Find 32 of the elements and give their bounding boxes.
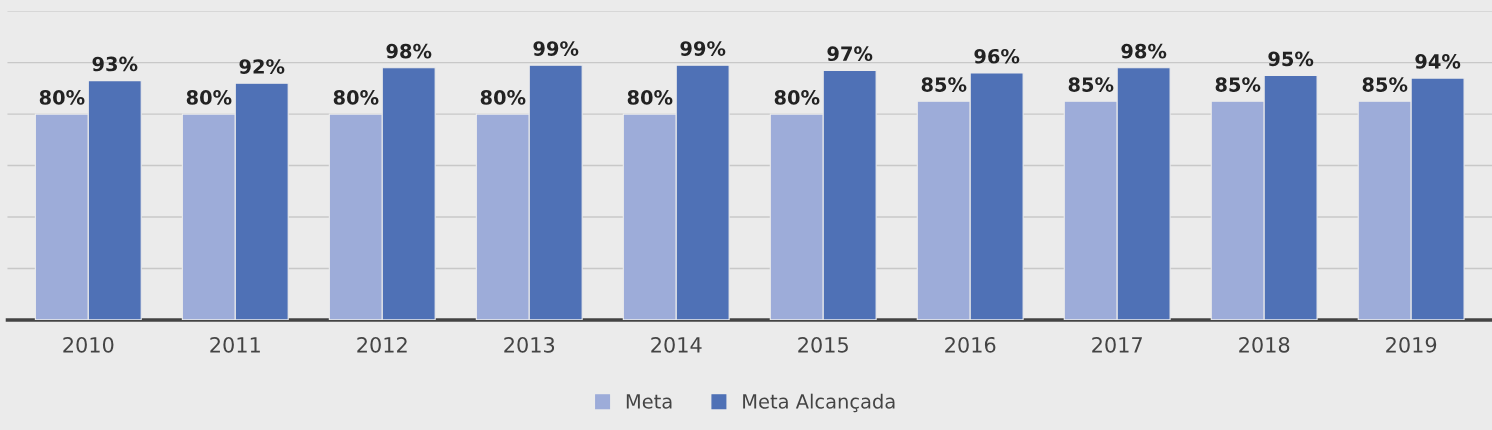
x-tick-label: 2010 bbox=[63, 336, 114, 353]
data-label: 98% bbox=[1121, 43, 1167, 59]
data-label: 85% bbox=[1215, 77, 1261, 92]
data-label: 95% bbox=[1268, 51, 1314, 67]
data-label: 85% bbox=[1068, 77, 1114, 92]
data-label: 99% bbox=[533, 41, 579, 56]
data-label: 93% bbox=[92, 56, 138, 72]
data-label: 98% bbox=[386, 43, 432, 59]
x-tick-label: 2018 bbox=[1239, 336, 1290, 353]
data-label: 97% bbox=[827, 46, 873, 62]
data-label: 94% bbox=[1415, 54, 1461, 69]
data-label: 99% bbox=[680, 41, 726, 56]
data-label: 80% bbox=[627, 90, 673, 105]
data-label: 80% bbox=[186, 90, 232, 105]
x-tick-label: 2016 bbox=[945, 336, 996, 353]
data-label: 80% bbox=[774, 90, 820, 105]
data-label: 92% bbox=[239, 59, 285, 74]
x-tick-label: 2015 bbox=[798, 336, 848, 353]
x-tick-label: 2019 bbox=[1386, 336, 1437, 353]
legend-label: Meta bbox=[626, 394, 672, 409]
data-label: 85% bbox=[1362, 77, 1408, 92]
x-tick-label: 2014 bbox=[651, 336, 702, 353]
x-tick-label: 2012 bbox=[357, 336, 407, 353]
x-tick-label: 2013 bbox=[504, 336, 555, 353]
data-label: 80% bbox=[39, 90, 85, 105]
data-label: 85% bbox=[921, 77, 967, 92]
x-tick-label: 2011 bbox=[210, 336, 260, 353]
x-tick-label: 2017 bbox=[1092, 336, 1142, 353]
data-label: 80% bbox=[333, 90, 379, 105]
data-label: 96% bbox=[974, 48, 1020, 64]
legend-label: Meta Alcançada bbox=[743, 393, 895, 413]
data-label: 80% bbox=[480, 90, 526, 105]
